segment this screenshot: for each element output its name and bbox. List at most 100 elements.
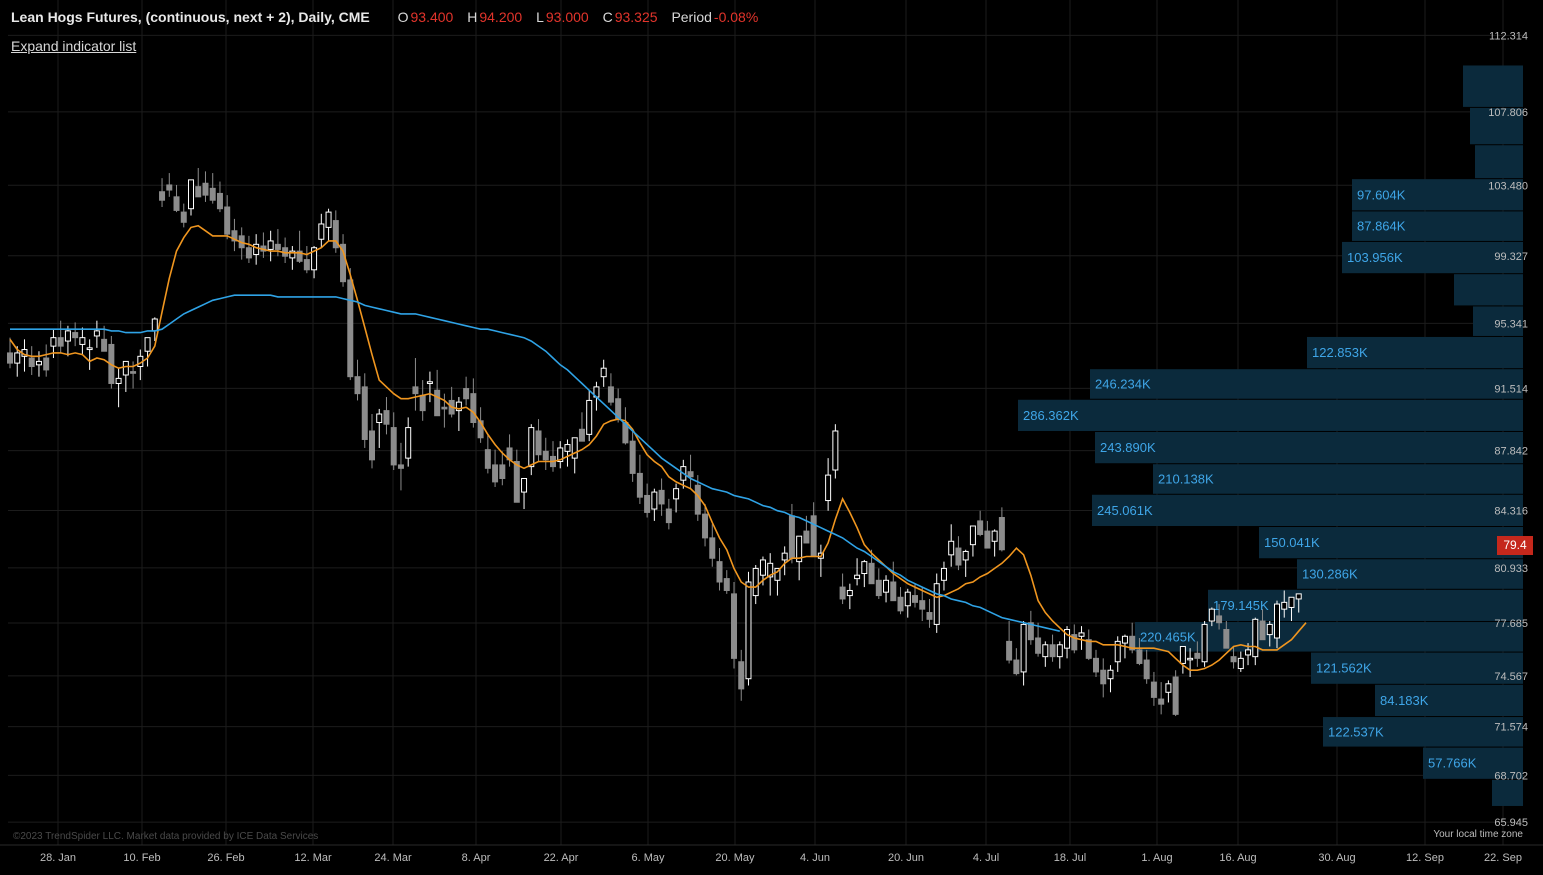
down-candle [984,530,991,549]
up-candle [600,367,607,378]
down-candle [1136,649,1143,664]
down-candle [7,352,13,364]
volume-profile-bar [1311,652,1523,684]
down-candle [1049,644,1056,658]
volume-profile-bar [1307,336,1523,369]
volume-profile-bar [1095,431,1523,464]
up-candle [35,360,42,366]
down-candle [1129,635,1136,651]
down-candle [202,182,209,196]
down-candle [361,386,368,440]
down-candle [43,357,50,371]
up-candle [14,352,21,364]
period-label: Period [671,9,712,25]
up-candle [188,179,194,210]
up-candle [528,427,535,468]
down-candle [1158,698,1165,705]
up-candle [1237,657,1244,670]
expand-indicator-list-link[interactable]: Expand indicator list [11,38,137,54]
low-label: L [536,9,544,25]
volume-profile-label: 130.286K [1302,567,1358,582]
down-candle [166,184,173,191]
up-candle [745,581,752,680]
volume-profile-label: 87.864K [1357,219,1406,234]
open-value: 93.400 [410,9,454,25]
volume-profile-bar [1423,747,1523,779]
down-candle [1230,656,1237,663]
down-candle [1006,640,1013,661]
up-candle [79,337,86,345]
volume-profile-bar [1352,211,1523,241]
up-candle [1187,657,1194,661]
x-tick-label: 8. Apr [462,852,491,864]
down-candle [644,494,651,513]
up-candle [93,330,100,337]
last-price-badge: 79.4 [1497,536,1533,555]
volume-profile-label: 220.465K [1140,629,1196,644]
x-tick-label: 20. Jun [888,852,924,864]
up-candle [253,243,260,256]
up-candle [376,413,383,423]
up-candle [122,360,129,376]
volume-profile-bar [1018,399,1523,431]
y-tick-label: 77.685 [1494,618,1528,630]
up-candle [571,437,578,459]
down-candle [535,430,542,456]
up-candle [151,318,158,332]
down-candle [130,371,137,374]
x-tick-label: 1. Aug [1141,852,1172,864]
down-candle [209,187,216,201]
down-candle [484,449,491,469]
down-candle [629,440,636,474]
down-candle [839,586,846,600]
up-candle [854,574,861,580]
y-tick-label: 112.314 [1489,30,1528,42]
x-tick-label: 22. Sep [1484,852,1522,864]
down-candle [912,595,918,603]
volume-profile-label: 179.145K [1213,598,1269,613]
down-candle [477,420,484,439]
y-tick-label: 71.574 [1494,722,1528,734]
down-candle [998,517,1005,551]
low-value: 93.000 [545,9,589,25]
x-tick-label: 4. Jul [973,852,999,864]
up-candle [846,589,853,597]
volume-profile-label: 150.041K [1264,535,1320,550]
down-candle [159,191,166,201]
close-value: 93.325 [614,9,658,25]
down-candle [1259,620,1266,641]
volume-profile-bar [1463,65,1523,107]
up-candle [1020,623,1027,673]
up-candle [1165,683,1172,693]
y-tick-label: 87.842 [1494,446,1528,458]
volume-profile-bar [1454,274,1523,306]
volume-profile-label: 246.234K [1095,376,1151,391]
volume-profile-bar [1342,241,1523,274]
down-candle [716,561,723,583]
volume-profile-label: 84.183K [1380,693,1429,708]
down-candle [180,211,187,223]
down-candle [492,464,499,483]
volume-profile-label: 122.537K [1328,724,1384,739]
down-candle [383,410,390,425]
up-candle [796,535,803,563]
up-candle [86,347,93,351]
x-tick-label: 4. Jun [800,852,830,864]
down-candle [434,389,441,417]
down-candle [390,427,397,466]
up-candle [311,247,318,271]
x-tick-label: 22. Apr [544,852,579,864]
volume-profile-label: 103.956K [1347,250,1403,265]
x-tick-label: 28. Jan [40,852,76,864]
up-candle [1121,635,1128,644]
instrument-title: Lean Hogs Futures, (continuous, next + 2… [11,9,370,25]
volume-profile-label: 245.061K [1097,503,1153,518]
volume-profile-label: 57.766K [1428,756,1477,771]
down-candle [810,515,817,558]
down-candle [1223,629,1230,649]
timezone-label[interactable]: Your local time zone [1433,829,1523,840]
up-candle [969,525,976,546]
y-tick-label: 107.806 [1488,107,1528,119]
down-candle [658,489,665,505]
